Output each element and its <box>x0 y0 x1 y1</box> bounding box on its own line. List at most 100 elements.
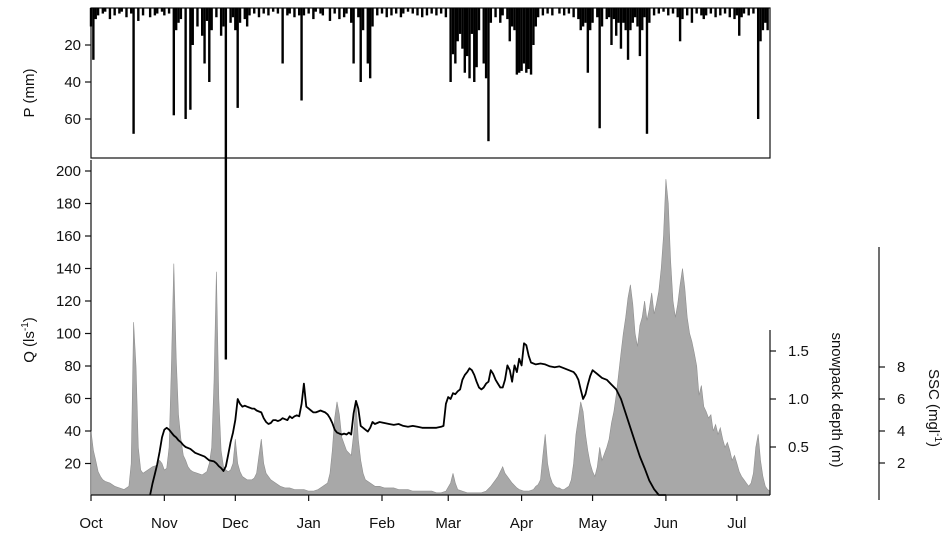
precip-bar <box>449 8 452 82</box>
precipitation-panel: 20 40 60 P (mm) <box>21 7 771 360</box>
precip-bar <box>196 8 199 27</box>
precip-bar <box>399 8 403 18</box>
precip-bar <box>451 8 455 55</box>
x-tick-label: Oct <box>79 515 103 532</box>
discharge-panel: 20 40 60 80 100 120 140 160 180 200 Q (ls-1) <box>20 160 771 496</box>
precip-bar <box>525 8 528 73</box>
x-tick-label: May <box>578 515 607 532</box>
precip-bar <box>208 8 211 82</box>
precip-bar <box>402 8 405 14</box>
precip-bar <box>321 8 325 16</box>
precip-bar <box>425 8 429 16</box>
precip-bar <box>501 8 504 16</box>
precip-bar <box>728 8 731 18</box>
precip-bar <box>759 8 762 42</box>
precip-bar <box>245 8 249 27</box>
precip-bar <box>430 8 433 14</box>
precip-bar <box>333 8 336 14</box>
precip-bar <box>648 8 651 23</box>
snowpack-tick-label: 0.5 <box>788 439 809 456</box>
precip-bar <box>130 8 133 14</box>
precip-bar <box>702 8 705 20</box>
x-tick-label: Nov <box>151 515 178 532</box>
snowpack-axis: 0.5 1.0 1.5 snowpack depth (m) <box>769 330 845 495</box>
precip-bar <box>473 8 476 82</box>
precip-bar <box>302 8 306 16</box>
x-tick-label: Apr <box>510 515 533 532</box>
precip-tick-label: 20 <box>64 37 81 54</box>
precip-bar <box>319 8 322 14</box>
precip-bar <box>742 8 746 14</box>
precip-bar <box>385 8 388 18</box>
precip-bar <box>215 8 218 18</box>
precip-bar <box>286 8 289 16</box>
precip-bar <box>376 8 379 16</box>
precip-bar <box>465 8 469 57</box>
ssc-tick-label: 4 <box>897 423 905 440</box>
precip-bar <box>342 8 346 18</box>
precip-bar <box>678 8 682 42</box>
precip-bar <box>477 8 481 31</box>
precip-bar <box>390 8 393 16</box>
precip-bar <box>89 8 93 27</box>
precip-bar <box>470 8 474 34</box>
ssc-tick-label: 2 <box>897 455 905 472</box>
precip-bar <box>345 8 348 14</box>
discharge-tick-label: 180 <box>56 196 81 213</box>
precip-bar <box>328 8 332 21</box>
precip-bar <box>499 8 502 23</box>
precip-bar <box>222 8 225 27</box>
precip-bar <box>622 8 625 23</box>
ssc-tick-label: 8 <box>897 359 905 376</box>
precip-bar <box>761 8 765 31</box>
precip-bar <box>421 8 424 18</box>
precip-bar <box>536 8 540 18</box>
precip-bar <box>596 8 599 18</box>
precip-bar <box>224 8 228 360</box>
precip-bar <box>167 8 171 14</box>
snowpack-axis-title: snowpack depth (m) <box>828 332 845 467</box>
precip-bar <box>200 8 204 36</box>
x-axis: Oct Nov Dec Jan Feb Mar Apr May Jun Jul <box>79 494 770 532</box>
precip-bar <box>267 8 270 16</box>
precip-bar <box>534 8 537 27</box>
precip-bar <box>454 8 457 64</box>
precip-bar <box>468 8 471 79</box>
precip-bar <box>738 8 741 36</box>
precip-bar <box>293 8 296 18</box>
precip-bar <box>676 8 679 18</box>
precip-bar <box>546 8 549 14</box>
precip-bar <box>494 8 497 18</box>
x-tick-label: Dec <box>222 515 249 532</box>
precip-bar <box>518 8 521 73</box>
precip-bar <box>633 8 637 18</box>
discharge-tick-label: 140 <box>56 261 81 278</box>
precip-bar <box>740 8 743 18</box>
x-tick-label: Jul <box>727 515 746 532</box>
discharge-tick-label: 80 <box>64 358 81 375</box>
precip-bar <box>371 8 374 27</box>
precip-bar <box>520 8 523 71</box>
precip-bar <box>281 8 284 64</box>
precip-bar <box>350 8 353 23</box>
precip-bar <box>624 8 627 31</box>
precip-bar <box>766 8 769 31</box>
precip-bar <box>752 8 755 14</box>
discharge-axis-title: Q (ls-1) <box>20 317 38 363</box>
precip-bar <box>307 8 310 14</box>
precip-bar <box>191 8 194 45</box>
precip-bar <box>723 8 727 14</box>
precip-bar <box>645 8 649 134</box>
snowpack-tick-label: 1.0 <box>788 391 809 408</box>
precip-bar <box>615 8 618 36</box>
precip-bar <box>513 8 516 31</box>
precip-bar <box>586 8 590 73</box>
discharge-tick-label: 200 <box>56 163 81 180</box>
snowpack-line <box>149 342 666 496</box>
precip-bar <box>695 8 698 14</box>
precip-bar <box>262 8 265 14</box>
precip-bar <box>236 8 239 108</box>
discharge-tick-label: 40 <box>64 423 81 440</box>
precip-bar <box>184 8 187 119</box>
